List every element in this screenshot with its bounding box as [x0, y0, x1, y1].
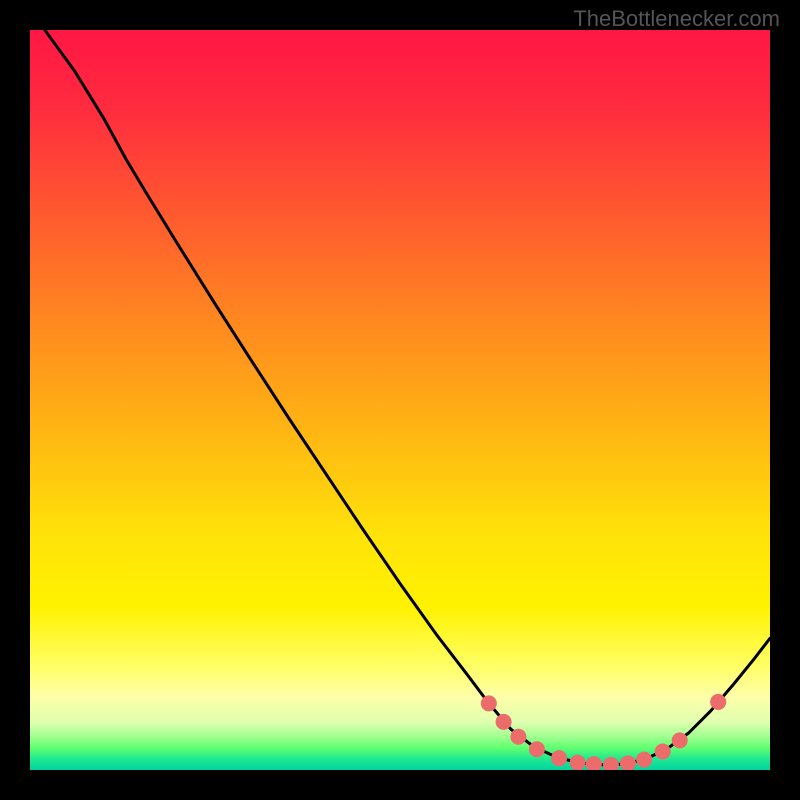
curve-marker [620, 755, 636, 770]
curve-marker [570, 755, 586, 770]
curve-marker [510, 729, 526, 745]
curve-marker [636, 752, 652, 768]
curve-marker [481, 695, 497, 711]
curve-marker [655, 744, 671, 760]
chart-plot-area [30, 30, 770, 770]
curve-marker [529, 741, 545, 757]
curve-marker [710, 694, 726, 710]
bottleneck-curve [45, 30, 770, 765]
curve-marker [586, 756, 602, 770]
curve-marker [672, 732, 688, 748]
watermark-text: TheBottlenecker.com [573, 6, 780, 32]
curve-marker [496, 714, 512, 730]
curve-marker [551, 750, 567, 766]
chart-curve-layer [30, 30, 770, 770]
curve-marker [603, 757, 619, 770]
